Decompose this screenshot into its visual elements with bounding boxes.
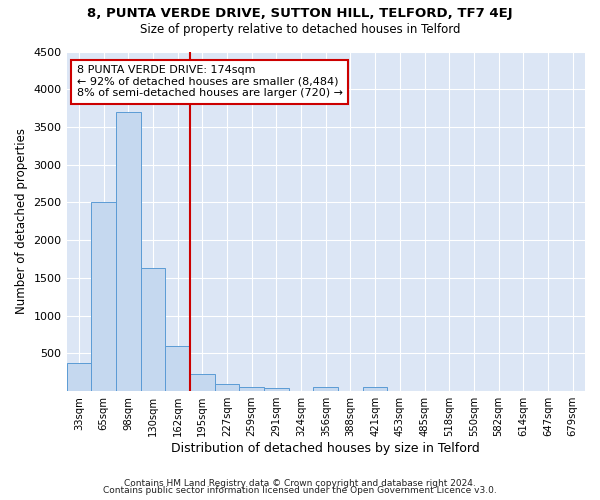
Bar xyxy=(165,346,190,391)
Text: 8, PUNTA VERDE DRIVE, SUTTON HILL, TELFORD, TF7 4EJ: 8, PUNTA VERDE DRIVE, SUTTON HILL, TELFO… xyxy=(87,8,513,20)
Bar xyxy=(239,386,264,391)
Bar xyxy=(91,202,116,391)
Text: Size of property relative to detached houses in Telford: Size of property relative to detached ho… xyxy=(140,22,460,36)
Text: Contains HM Land Registry data © Crown copyright and database right 2024.: Contains HM Land Registry data © Crown c… xyxy=(124,478,476,488)
Bar xyxy=(264,388,289,391)
X-axis label: Distribution of detached houses by size in Telford: Distribution of detached houses by size … xyxy=(172,442,480,455)
Text: Contains public sector information licensed under the Open Government Licence v3: Contains public sector information licen… xyxy=(103,486,497,495)
Bar xyxy=(67,364,91,391)
Bar xyxy=(215,384,239,391)
Bar xyxy=(116,112,140,391)
Bar xyxy=(313,387,338,391)
Y-axis label: Number of detached properties: Number of detached properties xyxy=(15,128,28,314)
Bar xyxy=(190,374,215,391)
Text: 8 PUNTA VERDE DRIVE: 174sqm
← 92% of detached houses are smaller (8,484)
8% of s: 8 PUNTA VERDE DRIVE: 174sqm ← 92% of det… xyxy=(77,65,343,98)
Bar xyxy=(363,387,388,391)
Bar xyxy=(140,268,165,391)
